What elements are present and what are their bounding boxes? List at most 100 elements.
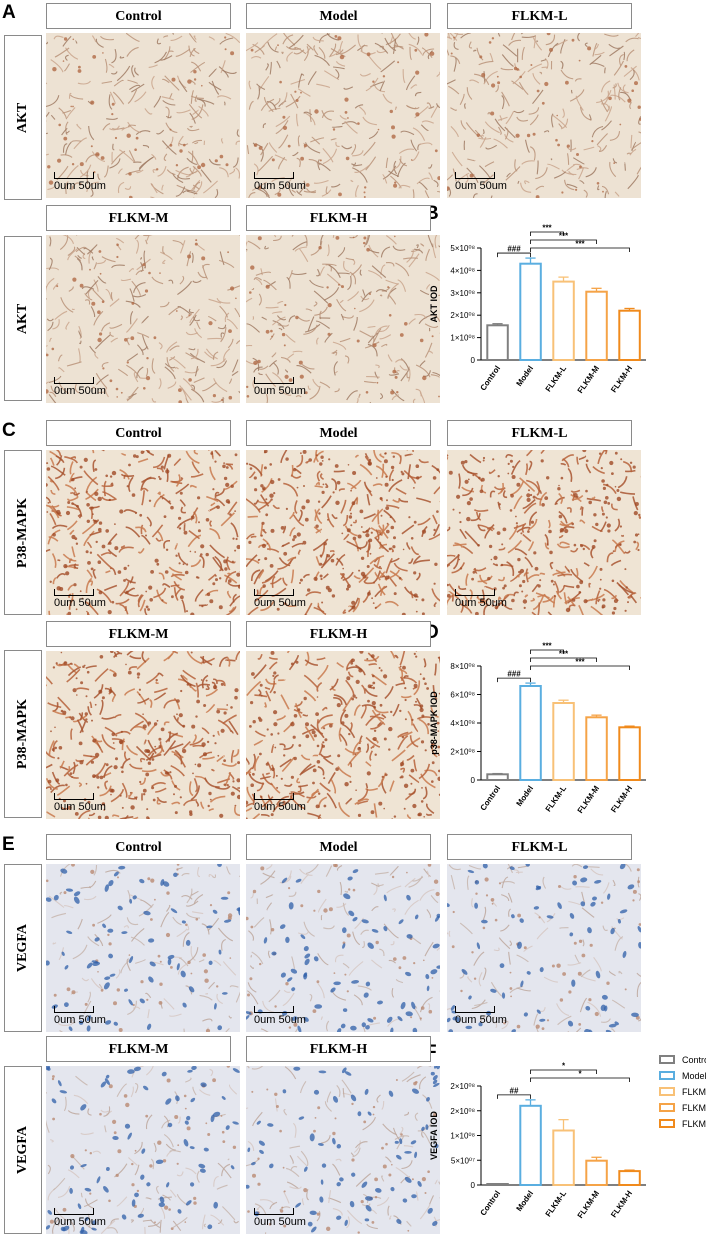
bar-flkm-l: [552, 1129, 575, 1186]
bar-flkm-l: [552, 280, 575, 361]
bar-flkm-m: [585, 716, 608, 782]
bar-flkm-m: [585, 1159, 608, 1186]
tissue-texture: [46, 33, 240, 198]
micrograph-a-flkm-h: 0um 50um: [246, 235, 440, 403]
x-tick-label: Model: [515, 784, 536, 808]
title-a-flkm-h: FLKM-H: [246, 205, 431, 231]
y-tick-label: 2×10⁰⁸: [450, 311, 475, 320]
y-tick-label: 2×10⁰⁸: [450, 748, 475, 757]
panel-label-a: A: [2, 2, 16, 23]
significance-label: ***: [559, 232, 569, 241]
significance-bracket: [530, 657, 597, 662]
micrograph-e-flkm-m: 0um 50um: [46, 1066, 240, 1234]
significance-bracket: [530, 1077, 630, 1082]
significance-label: ###: [507, 670, 521, 679]
micrograph-a-flkm-m: 0um 50um: [46, 235, 240, 403]
y-axis-label: VEGFA IOD: [429, 1111, 439, 1160]
title-e-model: Model: [246, 834, 431, 860]
y-tick-label: 0: [471, 776, 476, 785]
tissue-texture: [46, 450, 240, 615]
tissue-texture: [246, 33, 440, 198]
bar-flkm-m: [585, 290, 608, 361]
tissue-texture: [46, 235, 240, 403]
bar-flkm-h: [618, 309, 641, 361]
significance-label: *: [578, 1070, 582, 1079]
y-tick-label: 0: [471, 356, 476, 365]
bar-model: [519, 685, 542, 781]
row-label-a2: AKT: [4, 236, 42, 401]
tissue-texture: [447, 864, 641, 1032]
micrograph-c-flkm-l: 0um 50um: [447, 450, 641, 615]
panel-label-e: E: [2, 834, 15, 855]
significance-bracket: [530, 649, 564, 654]
micrograph-a-model: 0um 50um: [246, 33, 440, 198]
x-tick-label: Model: [515, 1189, 536, 1213]
row-label-e2: VEGFA: [4, 1066, 42, 1234]
x-tick-label: Control: [478, 364, 502, 392]
title-e-flkm-l: FLKM-L: [447, 834, 632, 860]
bar-control: [486, 773, 509, 782]
x-tick-label: Control: [478, 1189, 502, 1217]
row-label-e1: VEGFA: [4, 864, 42, 1032]
y-tick-label: 5×10⁰⁷: [451, 1156, 475, 1165]
x-tick-label: Model: [515, 364, 536, 388]
legend-swatch: [659, 1103, 675, 1112]
x-tick-label: FLKM-L: [544, 364, 569, 394]
bar-model: [519, 1104, 542, 1186]
title-c-control: Control: [46, 420, 231, 446]
x-tick-label: FLKM-M: [576, 784, 602, 815]
title-c-flkm-l: FLKM-L: [447, 420, 632, 446]
x-tick-label: FLKM-L: [544, 1189, 569, 1219]
tissue-texture: [246, 864, 440, 1032]
title-c-flkm-h: FLKM-H: [246, 621, 431, 647]
significance-label: ***: [542, 642, 552, 651]
micrograph-e-flkm-l: 0um 50um: [447, 864, 641, 1032]
title-e-flkm-h: FLKM-H: [246, 1036, 431, 1062]
legend-label-flkm-m: FLKM-M: [682, 1103, 706, 1113]
y-tick-label: 0: [471, 1181, 476, 1190]
legend-label-flkm-l: FLKM-L: [682, 1087, 706, 1097]
micrograph-e-control: 0um 50um: [46, 864, 240, 1032]
tissue-texture: [46, 651, 240, 819]
micrograph-c-control: 0um 50um: [46, 450, 240, 615]
x-tick-label: FLKM-H: [609, 1189, 634, 1219]
significance-label: ###: [507, 245, 521, 254]
bar-flkm-h: [618, 726, 641, 782]
x-tick-label: FLKM-H: [609, 784, 634, 814]
tissue-texture: [246, 450, 440, 615]
significance-bracket: [530, 665, 630, 670]
significance-bracket: [497, 252, 531, 258]
micrograph-c-flkm-m: 0um 50um: [46, 651, 240, 819]
significance-bracket: [530, 247, 630, 252]
title-e-control: Control: [46, 834, 231, 860]
significance-bracket: [497, 1094, 531, 1099]
tissue-texture: [246, 235, 440, 403]
tissue-texture: [46, 864, 240, 1032]
significance-bracket: [530, 1069, 597, 1074]
legend-label-flkm-h: FLKM-H: [682, 1119, 706, 1129]
bar-model: [519, 262, 542, 362]
bar-control: [486, 324, 509, 362]
legend-swatch: [659, 1087, 675, 1096]
significance-bracket: [530, 239, 597, 244]
panel-label-c: C: [2, 420, 16, 441]
tissue-texture: [447, 33, 641, 198]
legend-swatch: [659, 1071, 675, 1080]
row-label-c1: P38-MAPK: [4, 450, 42, 615]
y-axis-label: p38-MAPK IOD: [429, 691, 439, 755]
significance-label: ***: [542, 224, 552, 233]
significance-label: ##: [510, 1086, 519, 1095]
significance-label: *: [562, 1062, 566, 1071]
title-a-flkm-l: FLKM-L: [447, 3, 632, 29]
y-tick-label: 3×10⁰⁸: [450, 289, 475, 298]
y-tick-label: 1×10⁰⁸: [450, 334, 475, 343]
title-c-model: Model: [246, 420, 431, 446]
micrograph-a-flkm-l: 0um 50um: [447, 33, 641, 198]
tissue-texture: [246, 1066, 440, 1234]
legend-swatch: [659, 1055, 675, 1064]
legend-label-model: Model: [682, 1071, 706, 1081]
chart-vegfa-iod: 0 5×10⁰⁷ 1×10⁰⁸ 2×10⁰⁸ 2×10⁰⁸ VEGFA IOD Contro…: [429, 1055, 706, 1220]
x-tick-label: FLKM-M: [576, 364, 602, 395]
y-tick-label: 5×10⁰⁸: [450, 244, 475, 253]
tissue-texture: [46, 1066, 240, 1234]
